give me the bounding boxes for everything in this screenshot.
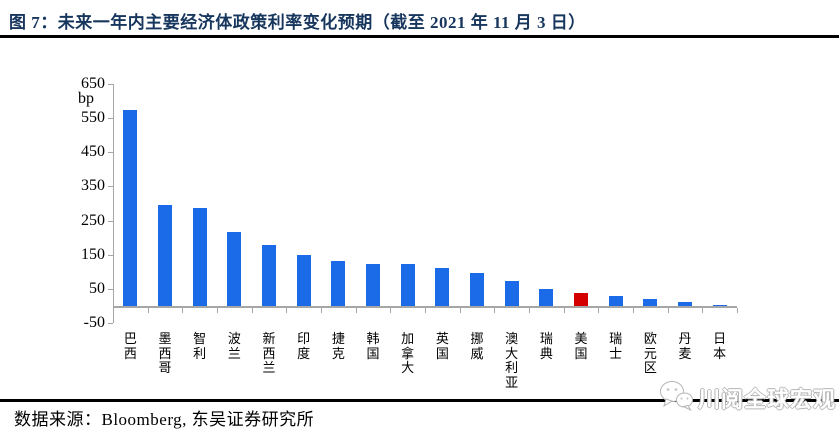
x-axis-tick-mark	[217, 308, 218, 313]
x-axis-tick-mark	[321, 308, 322, 313]
x-axis-category-label: 波兰	[227, 331, 241, 361]
bar-瑞士	[608, 296, 623, 306]
bar-美国	[574, 293, 588, 306]
y-axis-tick-mark	[108, 323, 113, 325]
x-axis-tick-mark	[182, 308, 184, 313]
bar-墨西哥	[158, 205, 172, 306]
y-axis-tick-label: -50	[83, 314, 105, 332]
x-axis-category-label: 捷克	[331, 331, 345, 361]
x-axis-category-label: 瑞典	[539, 331, 553, 361]
policy-rate-bar-chart: bp 650 550 450 350 250 150 50 -50 巴西 墨西哥 智利 波兰 新西兰 印度…	[0, 38, 839, 398]
y-axis-tick-mark	[108, 220, 113, 222]
wechat-icon	[658, 379, 694, 416]
bar-捷克	[331, 261, 346, 306]
x-axis-tick-mark	[113, 308, 114, 313]
x-axis-tick-mark	[355, 308, 357, 313]
bar-韩国	[366, 263, 380, 306]
y-axis-tick-label: 250	[81, 211, 105, 229]
y-axis-unit-label: bp	[78, 90, 94, 107]
y-axis-tick-label: 650	[81, 75, 105, 92]
y-axis-tick-mark	[108, 288, 113, 290]
y-axis-tick-label: 450	[81, 143, 105, 161]
bar-丹麦	[678, 301, 692, 306]
y-axis-tick-label: 550	[81, 109, 105, 127]
bar-波兰	[227, 231, 242, 306]
x-axis-category-label: 挪威	[470, 331, 484, 361]
x-axis-category-label: 印度	[297, 331, 311, 361]
x-axis-tick-mark	[633, 308, 634, 313]
y-axis-tick-label: 50	[89, 279, 105, 297]
y-axis-tick-mark	[108, 254, 113, 256]
bar-巴西	[123, 109, 138, 306]
x-axis-tick-mark	[390, 308, 392, 313]
x-axis-category-label: 加拿大	[401, 331, 415, 376]
x-axis-tick-mark	[667, 308, 669, 313]
x-axis-tick-mark	[563, 308, 565, 313]
bar-日本	[712, 304, 727, 306]
x-axis-category-label: 墨西哥	[158, 331, 172, 376]
bar-欧元区	[643, 298, 658, 306]
y-axis-tick-label: 150	[81, 245, 105, 263]
bar-英国	[435, 267, 450, 306]
x-axis-category-label: 美国	[574, 331, 588, 361]
x-axis-category-label: 日本	[713, 331, 727, 361]
title-divider-line	[0, 35, 839, 38]
x-axis-category-label: 瑞士	[609, 331, 623, 361]
y-axis-tick-mark	[108, 118, 113, 120]
x-axis-tick-mark	[494, 308, 496, 313]
figure-title: 图 7：未来一年内主要经济体政策利率变化预期（截至 2021 年 11 月 3 …	[9, 13, 586, 32]
x-axis-tick-mark	[702, 308, 704, 313]
x-axis-category-label: 韩国	[366, 331, 380, 361]
bar-瑞典	[539, 288, 554, 306]
y-axis-line	[113, 84, 114, 323]
x-axis-line	[113, 306, 737, 308]
watermark: 川阅全球宏观	[658, 379, 836, 416]
bar-印度	[296, 254, 311, 306]
y-axis-tick-label: 350	[81, 177, 105, 195]
x-axis-category-label: 巴西	[123, 331, 137, 361]
x-axis-category-label: 欧元区	[643, 331, 657, 376]
y-axis-tick-mark	[108, 152, 113, 154]
y-axis-tick-mark	[108, 84, 113, 85]
bar-澳大利亚	[504, 281, 519, 306]
x-axis-category-label: 英国	[435, 331, 449, 361]
source-note: 数据来源：Bloomberg, 东吴证券研究所	[14, 410, 315, 429]
bottom-divider-line	[0, 399, 839, 402]
x-axis-tick-mark	[737, 308, 738, 313]
x-axis-category-label: 丹麦	[678, 331, 692, 361]
y-axis-tick-mark	[108, 186, 113, 188]
x-axis-category-label: 新西兰	[262, 331, 276, 376]
bar-加拿大	[400, 264, 415, 306]
x-axis-tick-mark	[425, 308, 426, 313]
watermark-label: 川阅全球宏观	[697, 386, 836, 412]
x-axis-tick-mark	[529, 308, 530, 313]
x-axis-tick-mark	[598, 308, 600, 313]
bar-挪威	[470, 272, 484, 306]
x-axis-tick-mark	[251, 308, 253, 313]
x-axis-tick-mark	[459, 308, 461, 313]
x-axis-category-label: 澳大利亚	[505, 331, 519, 390]
x-axis-tick-mark	[286, 308, 288, 313]
bar-智利	[192, 207, 207, 306]
bar-新西兰	[262, 245, 276, 306]
x-axis-tick-mark	[147, 308, 149, 313]
x-axis-category-label: 智利	[193, 331, 207, 361]
